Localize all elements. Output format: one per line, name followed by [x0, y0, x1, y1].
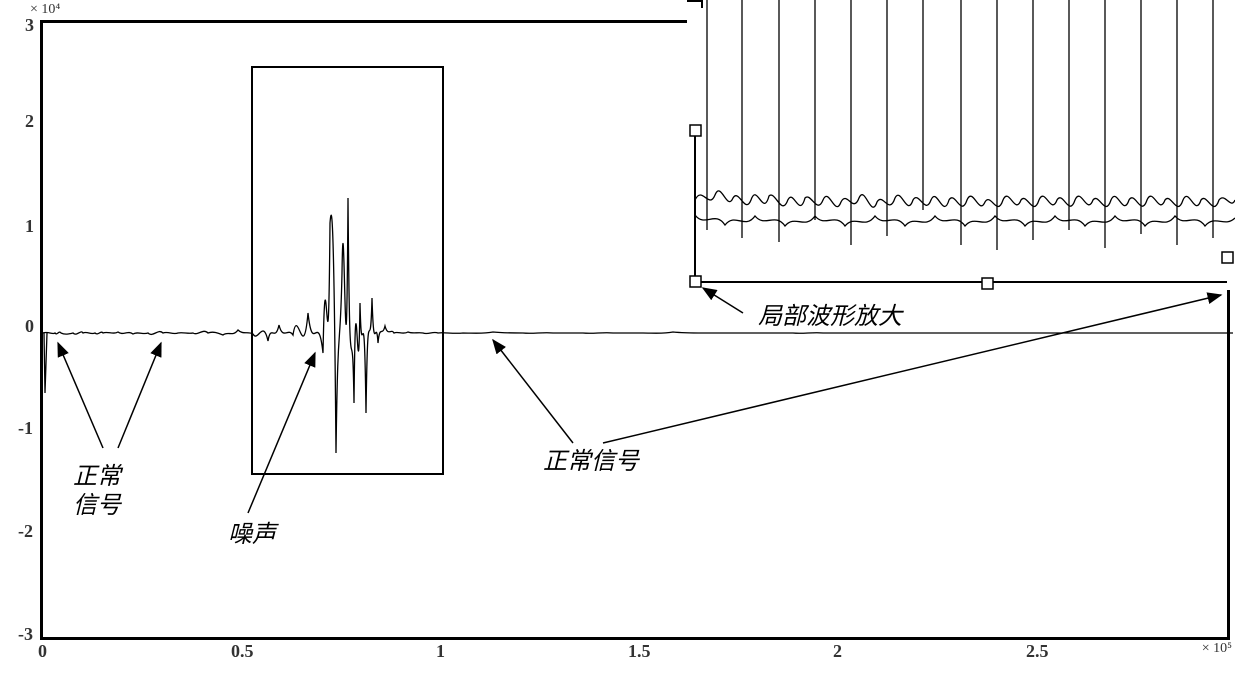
x-tick-1.5: 1.5	[628, 641, 651, 662]
y-tick-0: 0	[25, 316, 34, 337]
x-tick-1: 1	[436, 641, 445, 662]
label-normal-signal-right: 正常信号	[543, 448, 639, 477]
label-noise: 噪声	[228, 521, 276, 550]
x-tick-2: 2	[833, 641, 842, 662]
y-tick-neg2: -2	[18, 521, 33, 542]
y-tick-neg1: -1	[18, 418, 33, 439]
x-tick-0: 0	[38, 641, 47, 662]
label-zoom: 局部波形放大	[758, 303, 902, 332]
y-axis-multiplier: × 10⁴	[30, 2, 60, 18]
y-tick-2: 2	[25, 111, 34, 132]
x-axis-multiplier: × 10⁵	[1202, 641, 1232, 657]
label-normal-signal-left: 正常 信号	[73, 463, 121, 521]
x-tick-0.5: 0.5	[231, 641, 254, 662]
x-tick-2.5: 2.5	[1026, 641, 1049, 662]
y-tick-3: 3	[25, 15, 34, 36]
y-tick-1: 1	[25, 216, 34, 237]
noise-highlight-box	[251, 66, 444, 475]
main-chart: -3 -2 -1 0 1 2 3 0 0.5 1 1.5 2 2.5	[40, 20, 1230, 640]
zoom-panel	[687, 0, 1235, 290]
y-tick-neg3: -3	[18, 624, 33, 645]
